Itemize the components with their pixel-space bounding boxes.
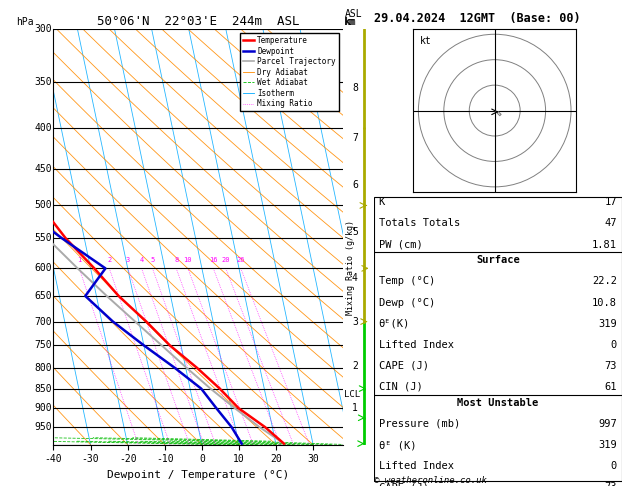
Text: hPa: hPa <box>16 17 33 27</box>
Text: K: K <box>379 197 385 208</box>
Text: 900: 900 <box>35 403 52 413</box>
Text: 3: 3 <box>352 317 358 327</box>
Text: θᴱ (K): θᴱ (K) <box>379 440 416 450</box>
Text: 47: 47 <box>604 218 617 228</box>
Text: Dewp (°C): Dewp (°C) <box>379 297 435 308</box>
Text: 73: 73 <box>604 482 617 486</box>
Text: 8: 8 <box>174 257 179 262</box>
Text: PW (cm): PW (cm) <box>379 240 422 249</box>
Text: 6: 6 <box>352 180 358 191</box>
Text: Lifted Index: Lifted Index <box>379 461 454 471</box>
Text: 73: 73 <box>604 361 617 371</box>
Text: 319: 319 <box>598 440 617 450</box>
Text: 550: 550 <box>35 233 52 243</box>
Text: 600: 600 <box>35 263 52 274</box>
Text: 5: 5 <box>352 227 358 237</box>
Text: 10: 10 <box>184 257 192 262</box>
Text: 850: 850 <box>35 383 52 394</box>
Text: 4: 4 <box>352 273 358 283</box>
Text: 1: 1 <box>352 403 358 413</box>
Text: 7: 7 <box>352 133 358 142</box>
Text: km: km <box>344 17 355 27</box>
Text: 5: 5 <box>150 257 155 262</box>
Text: 350: 350 <box>35 77 52 87</box>
Text: 319: 319 <box>598 319 617 329</box>
Text: LCL: LCL <box>344 390 360 399</box>
Text: ASL: ASL <box>345 9 362 19</box>
Text: 17: 17 <box>604 197 617 208</box>
Text: Most Unstable: Most Unstable <box>457 398 538 408</box>
Text: 2: 2 <box>107 257 111 262</box>
Text: 300: 300 <box>35 24 52 34</box>
Text: 450: 450 <box>35 164 52 174</box>
Text: 650: 650 <box>35 291 52 301</box>
Text: 3: 3 <box>126 257 130 262</box>
Text: 10.8: 10.8 <box>592 297 617 308</box>
Text: 2: 2 <box>352 361 358 370</box>
Text: 16: 16 <box>209 257 218 262</box>
Text: km: km <box>345 17 357 27</box>
Text: 997: 997 <box>598 419 617 429</box>
Text: © weatheronline.co.uk: © weatheronline.co.uk <box>374 476 486 485</box>
Text: Temp (°C): Temp (°C) <box>379 277 435 286</box>
Text: 22.2: 22.2 <box>592 277 617 286</box>
Text: 400: 400 <box>35 123 52 134</box>
Text: 20: 20 <box>221 257 230 262</box>
Text: 0: 0 <box>611 461 617 471</box>
Text: km: km <box>344 7 355 17</box>
Text: 4: 4 <box>140 257 143 262</box>
Text: 500: 500 <box>35 200 52 210</box>
Text: CAPE (J): CAPE (J) <box>379 482 428 486</box>
Text: 61: 61 <box>604 382 617 392</box>
Text: Lifted Index: Lifted Index <box>379 340 454 350</box>
Text: CAPE (J): CAPE (J) <box>379 361 428 371</box>
Text: 700: 700 <box>35 316 52 327</box>
Text: θᴱ(K): θᴱ(K) <box>379 319 410 329</box>
Text: CIN (J): CIN (J) <box>379 382 422 392</box>
X-axis label: Dewpoint / Temperature (°C): Dewpoint / Temperature (°C) <box>107 470 289 480</box>
Text: Mixing Ratio (g/kg): Mixing Ratio (g/kg) <box>347 220 355 315</box>
Text: Pressure (mb): Pressure (mb) <box>379 419 460 429</box>
Text: 8: 8 <box>352 83 358 93</box>
Text: 1.81: 1.81 <box>592 240 617 249</box>
Text: 26: 26 <box>237 257 245 262</box>
Text: 800: 800 <box>35 363 52 373</box>
Text: 0: 0 <box>611 340 617 350</box>
Text: 29.04.2024  12GMT  (Base: 00): 29.04.2024 12GMT (Base: 00) <box>374 12 581 25</box>
Text: 1: 1 <box>77 257 81 262</box>
Text: Surface: Surface <box>476 255 520 265</box>
Title: 50°06'N  22°03'E  244m  ASL: 50°06'N 22°03'E 244m ASL <box>97 15 299 28</box>
Legend: Temperature, Dewpoint, Parcel Trajectory, Dry Adiabat, Wet Adiabat, Isotherm, Mi: Temperature, Dewpoint, Parcel Trajectory… <box>240 33 339 111</box>
Text: 950: 950 <box>35 422 52 432</box>
Text: 750: 750 <box>35 340 52 350</box>
Text: Totals Totals: Totals Totals <box>379 218 460 228</box>
Text: kt: kt <box>420 35 431 46</box>
